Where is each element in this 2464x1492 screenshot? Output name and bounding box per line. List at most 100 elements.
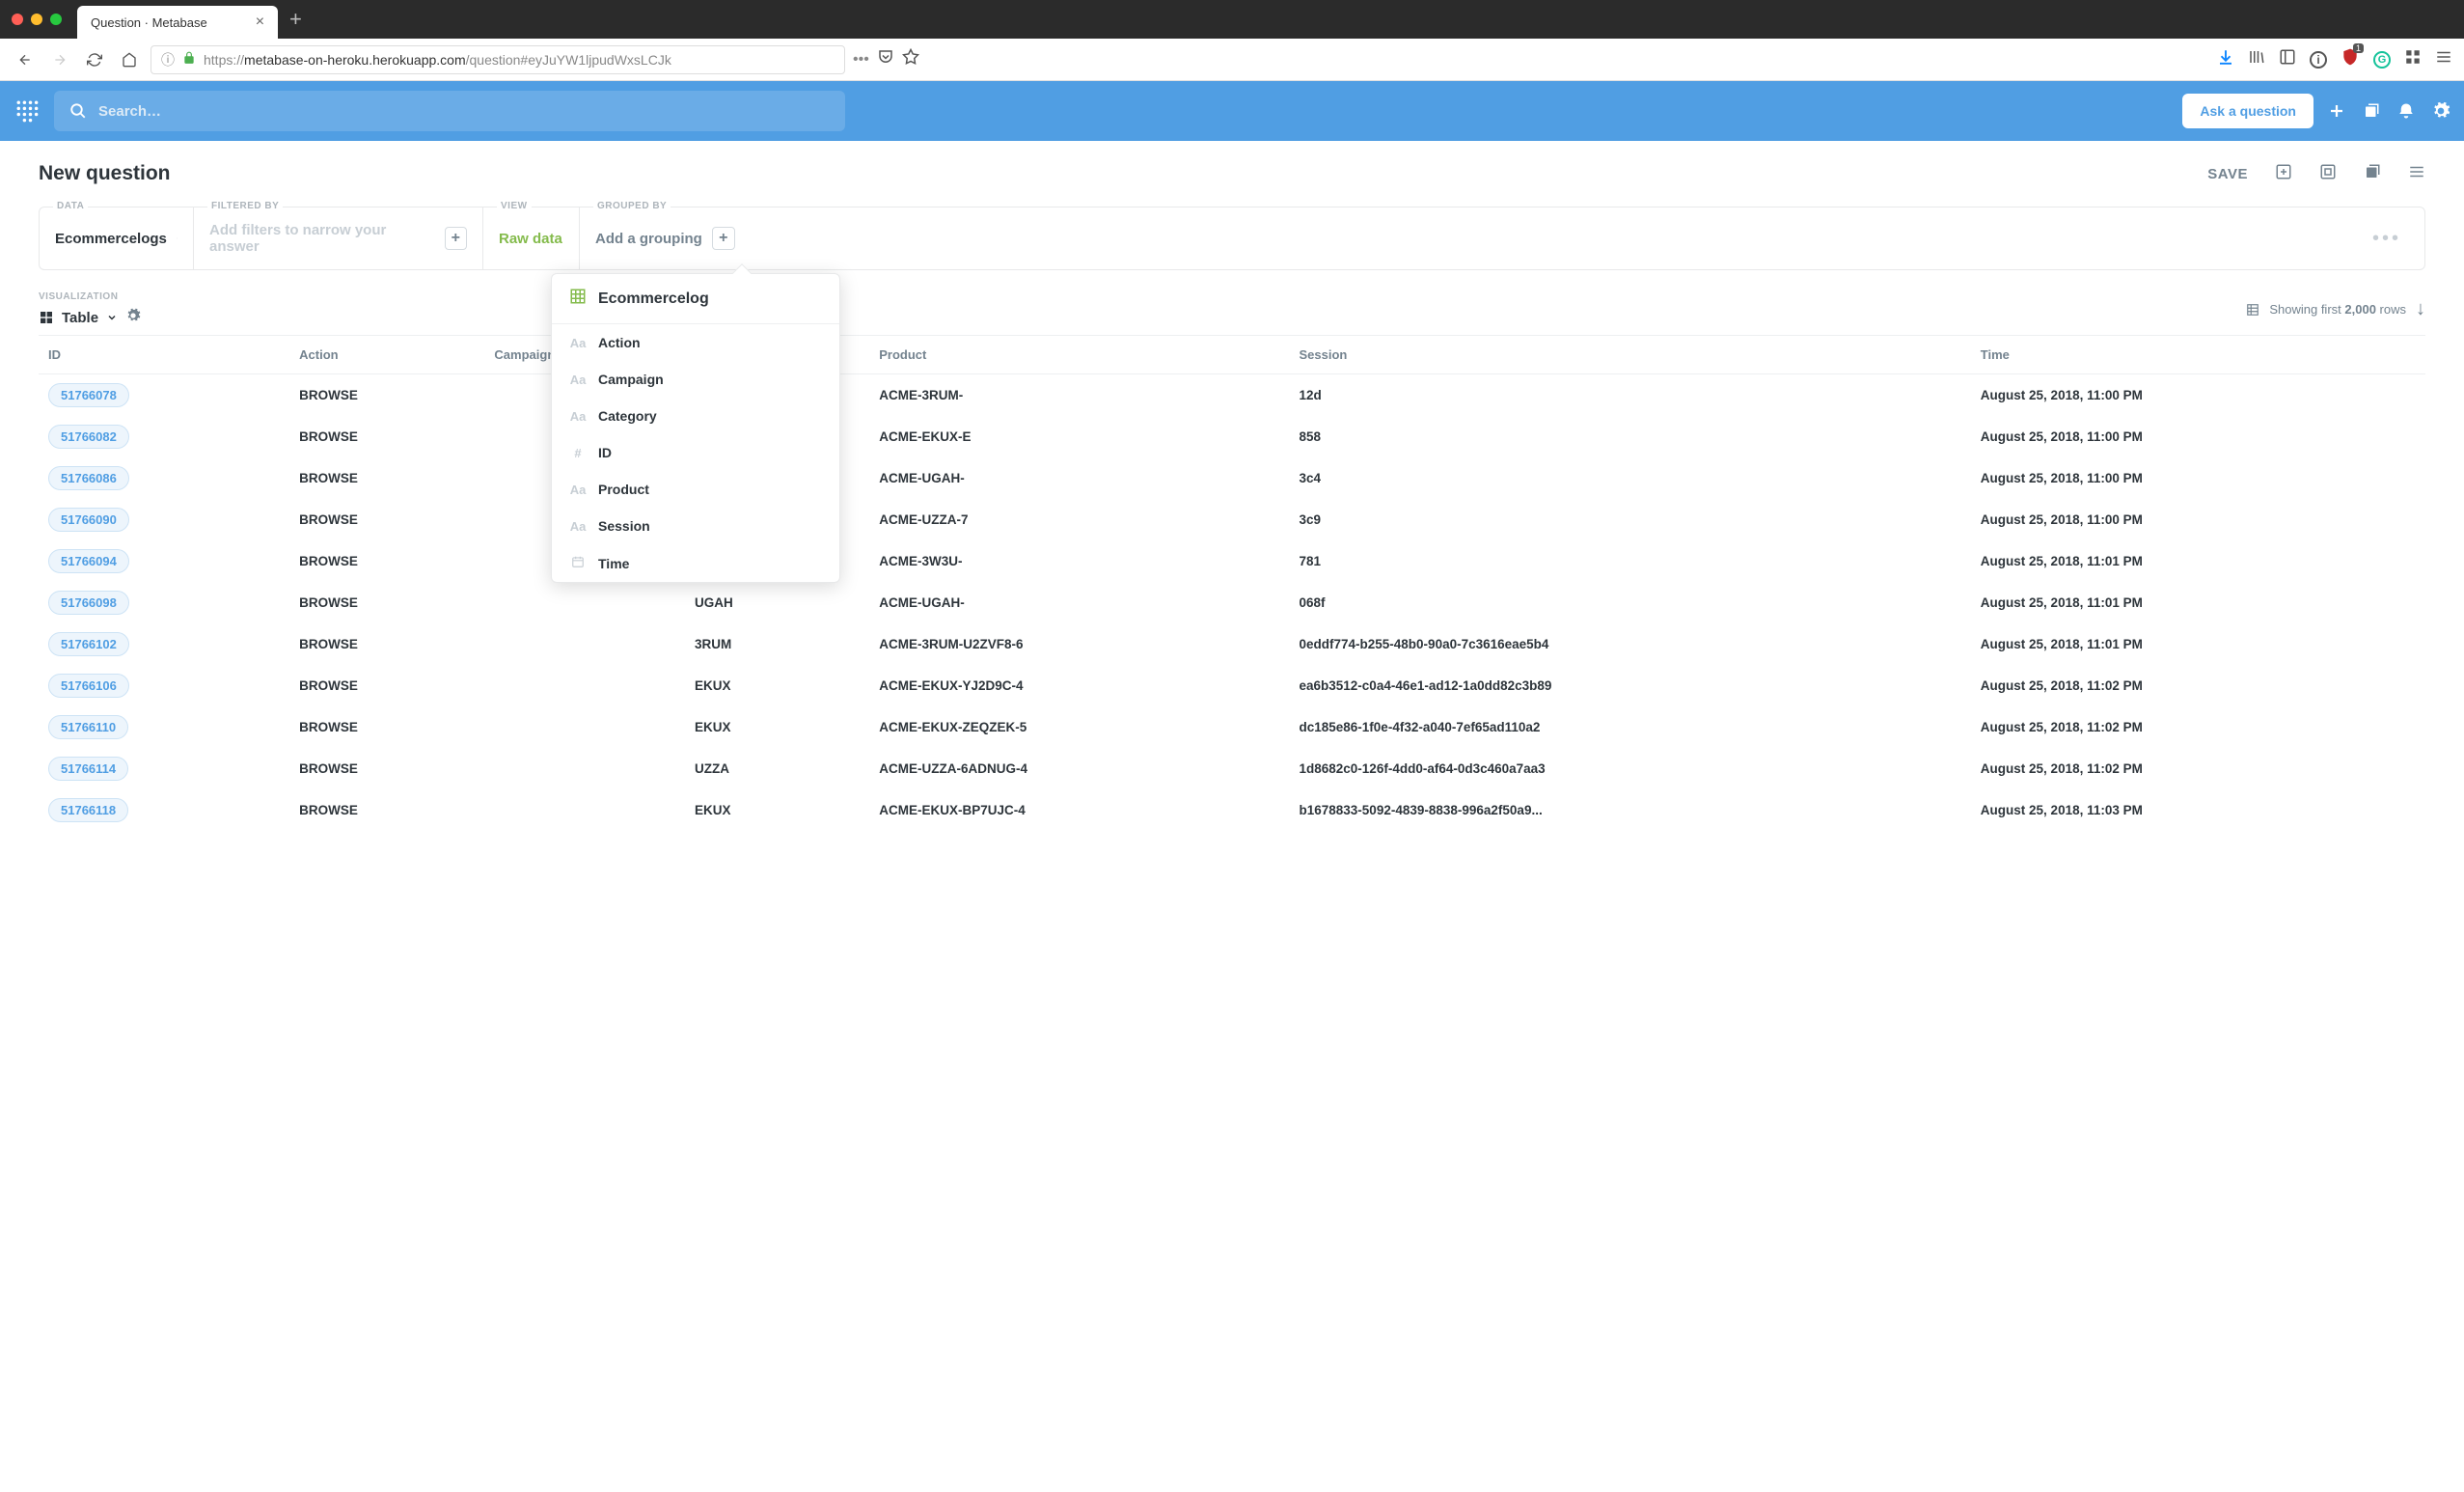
data-section[interactable]: DATA Ecommercelogs xyxy=(40,207,194,269)
collections-icon[interactable] xyxy=(2360,99,2383,123)
maximize-window-button[interactable] xyxy=(50,14,62,25)
add-button[interactable] xyxy=(2325,99,2348,123)
id-pill[interactable]: 51766086 xyxy=(48,466,129,490)
home-button[interactable] xyxy=(116,46,143,73)
add-to-dashboard-icon[interactable] xyxy=(2275,163,2292,185)
dropdown-item[interactable]: Time xyxy=(552,544,839,582)
table-cell: August 25, 2018, 11:00 PM xyxy=(1971,416,2425,457)
toolbar-icons: i 1 G xyxy=(2217,47,2452,71)
id-pill[interactable]: 51766106 xyxy=(48,674,129,698)
download-icon[interactable]: ↓ xyxy=(2416,298,2425,320)
viz-settings-icon[interactable] xyxy=(125,308,141,327)
activity-icon[interactable] xyxy=(2395,99,2418,123)
data-label: DATA xyxy=(53,201,88,211)
table-cell: 068f xyxy=(1290,582,1971,623)
dropdown-item-label: Session xyxy=(598,518,650,534)
table-cell: ACME-3RUM- xyxy=(869,374,1289,417)
title-row: New question SAVE xyxy=(39,162,2425,185)
table-cell: ea6b3512-c0a4-46e1-ad12-1a0dd82c3b89 xyxy=(1290,665,1971,706)
table-cell: August 25, 2018, 11:02 PM xyxy=(1971,706,2425,748)
id-pill[interactable]: 51766118 xyxy=(48,798,128,822)
dropdown-item-label: ID xyxy=(598,445,612,460)
grammarly-icon[interactable]: G xyxy=(2373,51,2391,69)
id-pill[interactable]: 51766102 xyxy=(48,632,129,656)
row-count: Showing first 2,000 rows ↓ xyxy=(2246,298,2425,320)
close-window-button[interactable] xyxy=(12,14,23,25)
search-input[interactable] xyxy=(98,103,830,120)
settings-icon[interactable] xyxy=(2429,99,2452,123)
viz-type: Table xyxy=(62,310,98,326)
browser-tab[interactable]: Question · Metabase × xyxy=(77,6,278,39)
ask-question-button[interactable]: Ask a question xyxy=(2182,94,2313,128)
url-input[interactable]: ⓘ https://metabase-on-heroku.herokuapp.c… xyxy=(151,45,845,74)
group-section[interactable]: GROUPED BY Add a grouping + xyxy=(580,207,2349,269)
column-header[interactable]: Time xyxy=(1971,336,2425,374)
id-pill[interactable]: 51766094 xyxy=(48,549,129,573)
new-tab-button[interactable]: + xyxy=(289,7,302,32)
id-pill[interactable]: 51766098 xyxy=(48,591,129,615)
reload-button[interactable] xyxy=(81,46,108,73)
more-menu-icon[interactable] xyxy=(2408,163,2425,185)
ublock-icon[interactable]: 1 xyxy=(2341,47,2360,71)
add-filter-button[interactable]: + xyxy=(445,227,467,250)
table-cell: 51766110 xyxy=(39,706,289,748)
download-icon[interactable] xyxy=(2217,48,2234,70)
metabase-logo-icon[interactable] xyxy=(12,96,42,126)
column-header[interactable]: Product xyxy=(869,336,1289,374)
menu-icon[interactable] xyxy=(2435,48,2452,70)
forward-button[interactable] xyxy=(46,46,73,73)
id-pill[interactable]: 51766082 xyxy=(48,425,129,449)
info-icon: ⓘ xyxy=(161,50,175,69)
table-row: 51766086BROWSEUGAHACME-UGAH-3c4August 25… xyxy=(39,457,2425,499)
table-cell: ACME-3W3U- xyxy=(869,540,1289,582)
column-header[interactable]: Session xyxy=(1290,336,1971,374)
minimize-window-button[interactable] xyxy=(31,14,42,25)
chevron-down-icon xyxy=(177,233,178,244)
viz-selector[interactable]: Table xyxy=(39,308,141,327)
table-cell: 3RUM xyxy=(685,623,869,665)
table-row: 51766106BROWSEEKUXACME-EKUX-YJ2D9C-4ea6b… xyxy=(39,665,2425,706)
apps-icon[interactable] xyxy=(2404,48,2422,70)
table-cell: August 25, 2018, 11:01 PM xyxy=(1971,623,2425,665)
move-icon[interactable] xyxy=(2319,163,2337,185)
search-box[interactable] xyxy=(54,91,845,131)
dropdown-item[interactable]: AaAction xyxy=(552,324,839,361)
id-pill[interactable]: 51766110 xyxy=(48,715,128,739)
table-cell: ACME-EKUX-ZEQZEK-5 xyxy=(869,706,1289,748)
save-button[interactable]: SAVE xyxy=(2207,166,2248,182)
dropdown-title: Ecommercelog xyxy=(598,290,709,308)
dropdown-item-label: Campaign xyxy=(598,372,664,387)
query-more-button[interactable]: ••• xyxy=(2349,207,2424,269)
back-button[interactable] xyxy=(12,46,39,73)
library-icon[interactable] xyxy=(2248,48,2265,70)
table-cell: BROWSE xyxy=(289,457,484,499)
column-header[interactable]: ID xyxy=(39,336,289,374)
add-grouping-button[interactable]: + xyxy=(712,227,735,250)
id-pill[interactable]: 51766090 xyxy=(48,508,129,532)
table-row: 51766110BROWSEEKUXACME-EKUX-ZEQZEK-5dc18… xyxy=(39,706,2425,748)
dropdown-item[interactable]: #ID xyxy=(552,434,839,471)
view-label: VIEW xyxy=(497,201,532,211)
dropdown-item[interactable]: AaSession xyxy=(552,508,839,544)
table-cell: BROWSE xyxy=(289,706,484,748)
table-cell: BROWSE xyxy=(289,416,484,457)
sidebar-icon[interactable] xyxy=(2279,48,2296,70)
column-header[interactable]: Action xyxy=(289,336,484,374)
table-cell xyxy=(484,623,685,665)
id-pill[interactable]: 51766078 xyxy=(48,383,129,407)
more-icon[interactable]: ••• xyxy=(853,51,869,69)
archive-icon[interactable] xyxy=(2364,163,2381,185)
dropdown-item[interactable]: AaProduct xyxy=(552,471,839,508)
table-cell: BROWSE xyxy=(289,665,484,706)
help-icon[interactable]: i xyxy=(2310,51,2327,69)
bookmark-icon[interactable] xyxy=(902,48,919,70)
id-pill[interactable]: 51766114 xyxy=(48,757,128,781)
dropdown-item[interactable]: AaCampaign xyxy=(552,361,839,398)
filter-section[interactable]: FILTERED BY Add filters to narrow your a… xyxy=(194,207,483,269)
pocket-icon[interactable] xyxy=(877,48,894,70)
view-section[interactable]: VIEW Raw data xyxy=(483,207,580,269)
dropdown-item[interactable]: AaCategory xyxy=(552,398,839,434)
tab-close-button[interactable]: × xyxy=(256,14,264,31)
dropdown-item-label: Category xyxy=(598,408,657,424)
table-cell: 51766086 xyxy=(39,457,289,499)
